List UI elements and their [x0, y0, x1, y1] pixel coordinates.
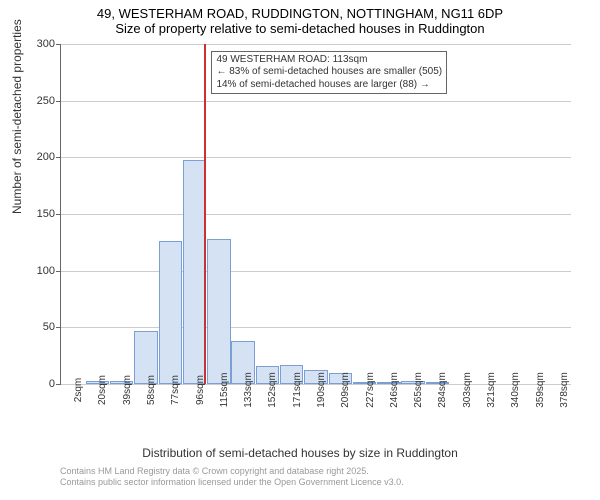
gridline — [61, 44, 571, 45]
ytick-label: 0 — [25, 378, 55, 390]
histogram-bar — [183, 160, 206, 384]
xtick-label: 171sqm — [292, 372, 303, 408]
ytick-label: 50 — [25, 321, 55, 333]
page-subtitle: Size of property relative to semi-detach… — [0, 21, 600, 40]
xtick-label: 321sqm — [486, 372, 497, 408]
ytick-mark — [56, 214, 61, 215]
gridline — [61, 101, 571, 102]
xtick-label: 378sqm — [559, 372, 570, 408]
chart-container: 49, WESTERHAM ROAD, RUDDINGTON, NOTTINGH… — [0, 0, 600, 500]
xtick-label: 227sqm — [365, 372, 376, 408]
ytick-mark — [56, 157, 61, 158]
xtick-label: 20sqm — [97, 375, 108, 405]
xtick-label: 246sqm — [389, 372, 400, 408]
footer-attribution: Contains HM Land Registry data © Crown c… — [60, 466, 404, 488]
page-title: 49, WESTERHAM ROAD, RUDDINGTON, NOTTINGH… — [0, 0, 600, 21]
histogram-bar — [159, 241, 182, 384]
footer-line-2: Contains public sector information licen… — [60, 477, 404, 488]
annotation-box: 49 WESTERHAM ROAD: 113sqm← 83% of semi-d… — [211, 51, 447, 95]
x-axis-label: Distribution of semi-detached houses by … — [0, 446, 600, 460]
xtick-label: 133sqm — [243, 372, 254, 408]
annotation-line: 14% of semi-detached houses are larger (… — [216, 79, 442, 92]
xtick-label: 39sqm — [122, 375, 133, 405]
xtick-label: 152sqm — [267, 372, 278, 408]
ytick-label: 150 — [25, 208, 55, 220]
xtick-label: 190sqm — [316, 372, 327, 408]
annotation-line: ← 83% of semi-detached houses are smalle… — [216, 66, 442, 79]
annotation-line: 49 WESTERHAM ROAD: 113sqm — [216, 54, 442, 67]
histogram-bar — [207, 239, 230, 384]
xtick-label: 77sqm — [170, 375, 181, 405]
ytick-mark — [56, 101, 61, 102]
ytick-mark — [56, 44, 61, 45]
xtick-label: 284sqm — [437, 372, 448, 408]
xtick-label: 303sqm — [462, 372, 473, 408]
xtick-label: 340sqm — [510, 372, 521, 408]
marker-line — [204, 44, 206, 384]
gridline — [61, 327, 571, 328]
gridline — [61, 271, 571, 272]
ytick-mark — [56, 327, 61, 328]
xtick-label: 209sqm — [340, 372, 351, 408]
y-axis-label: Number of semi-detached properties — [10, 19, 24, 214]
ytick-label: 100 — [25, 265, 55, 277]
gridline — [61, 157, 571, 158]
xtick-label: 58sqm — [146, 375, 157, 405]
ytick-mark — [56, 384, 61, 385]
ytick-label: 300 — [25, 38, 55, 50]
plot-area: 0501001502002503002sqm20sqm39sqm58sqm77s… — [60, 44, 571, 385]
footer-line-1: Contains HM Land Registry data © Crown c… — [60, 466, 404, 477]
xtick-label: 359sqm — [535, 372, 546, 408]
ytick-label: 200 — [25, 151, 55, 163]
ytick-mark — [56, 271, 61, 272]
xtick-label: 115sqm — [219, 373, 230, 408]
xtick-label: 265sqm — [413, 372, 424, 408]
xtick-label: 2sqm — [73, 378, 84, 402]
gridline — [61, 214, 571, 215]
ytick-label: 250 — [25, 95, 55, 107]
